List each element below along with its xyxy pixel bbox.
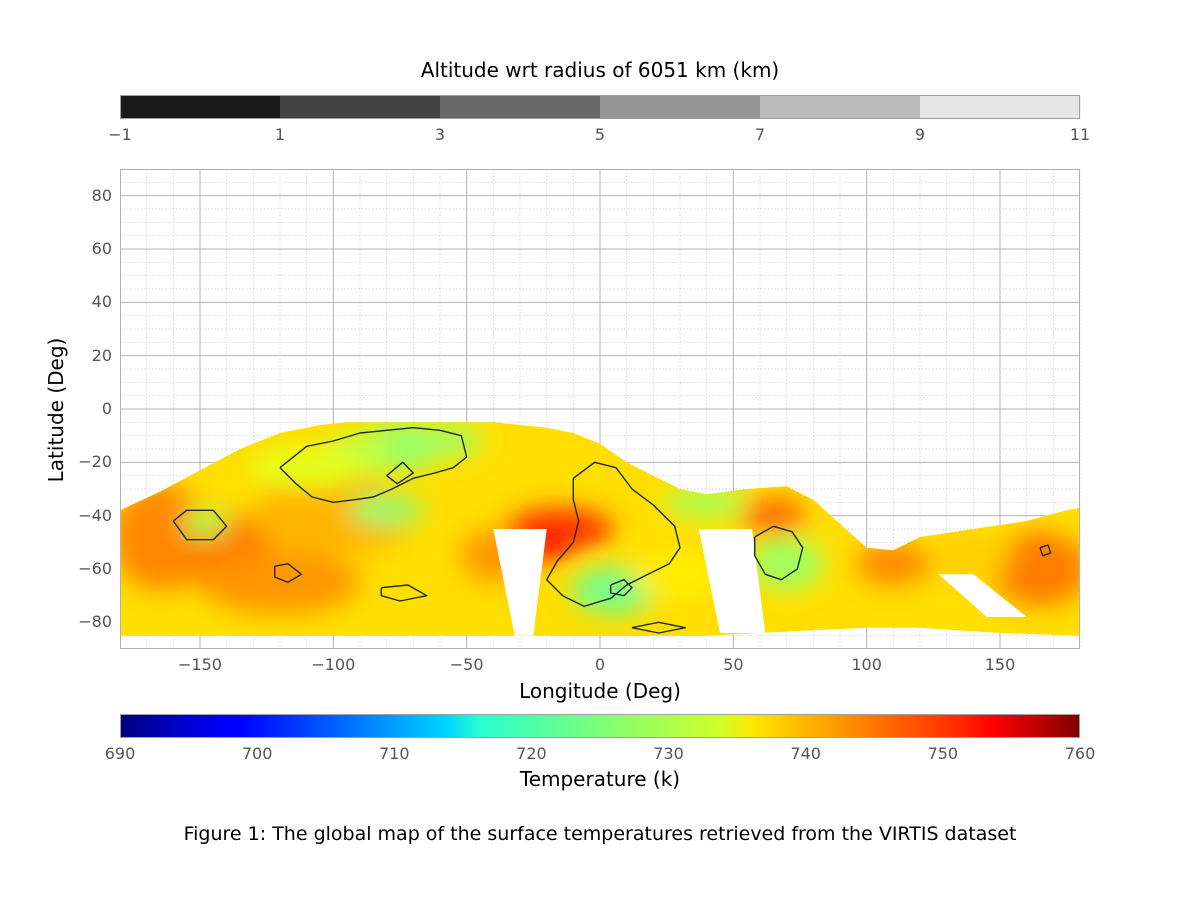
temperature-tick-label: 720 xyxy=(516,744,547,763)
temperature-region xyxy=(248,446,366,489)
temperature-region xyxy=(936,529,1011,583)
y-tick-label: 20 xyxy=(91,345,112,365)
y-tick-label: 60 xyxy=(91,239,112,258)
temperature-colorbar xyxy=(120,714,1080,738)
altitude-contour xyxy=(172,509,228,541)
figure-caption: Figure 1: The global map of the surface … xyxy=(183,823,1017,845)
x-tick-label: −100 xyxy=(311,655,356,674)
altitude-contour xyxy=(754,525,804,581)
altitude-colorbar xyxy=(120,95,1081,119)
altitude-tick-label: 11 xyxy=(1069,125,1091,144)
altitude-contour xyxy=(386,461,414,485)
temperature-region xyxy=(349,494,424,527)
altitude-contour xyxy=(546,461,681,607)
temperature-tick-label: 700 xyxy=(241,744,273,763)
y-axis-label: Latitude (Deg) xyxy=(44,337,68,483)
x-tick-label: 50 xyxy=(723,655,744,674)
data-gap xyxy=(493,529,547,636)
altitude-contour xyxy=(610,579,633,597)
temperature-region xyxy=(992,531,1080,607)
temperature-tick-label: 750 xyxy=(927,744,959,763)
temperature-region xyxy=(181,510,230,537)
temperature-region xyxy=(749,537,825,591)
altitude-tick-label: −1 xyxy=(108,125,132,144)
y-tick-label: 0 xyxy=(101,399,112,418)
altitude-tick-label: 7 xyxy=(754,125,766,144)
altitude-contour xyxy=(274,563,302,583)
y-tick-label: −20 xyxy=(78,452,112,472)
altitude-tick-label: 1 xyxy=(274,125,286,144)
temperature-region xyxy=(200,550,360,615)
temperature-tick-label: 760 xyxy=(1064,744,1096,763)
altitude-colorbar-label: Altitude wrt radius of 6051 km (km) xyxy=(420,58,780,82)
x-tick-label: 150 xyxy=(984,655,1016,674)
x-tick-label: −150 xyxy=(178,655,222,674)
data-gap xyxy=(938,574,1027,617)
y-tick-label: −80 xyxy=(78,612,112,632)
altitude-contour xyxy=(631,621,686,634)
altitude-contour xyxy=(279,427,468,503)
altitude-level-swatch xyxy=(920,95,1081,119)
temperature-region xyxy=(856,542,931,585)
altitude-contour xyxy=(1039,544,1052,557)
altitude-level-swatch xyxy=(280,95,441,119)
temperature-region xyxy=(408,425,483,457)
temperature-map xyxy=(120,169,1081,649)
altitude-contours xyxy=(172,427,1052,634)
altitude-level-swatch xyxy=(600,95,761,119)
altitude-tick-label: 5 xyxy=(594,125,606,144)
temperature-region xyxy=(632,547,728,601)
temperature-region xyxy=(120,483,208,591)
altitude-level-swatch xyxy=(120,95,281,119)
y-tick-label: −40 xyxy=(78,505,112,525)
y-tick-label: 80 xyxy=(91,185,112,205)
temperature-tick-label: 740 xyxy=(790,744,821,763)
temperature-region xyxy=(664,486,750,519)
altitude-contour xyxy=(380,584,428,602)
x-tick-label: −50 xyxy=(449,655,484,674)
temperature-tick-label: 690 xyxy=(104,744,136,763)
data-gap xyxy=(698,529,766,633)
x-tick-label: 100 xyxy=(851,655,882,674)
x-axis-label: Longitude (Deg) xyxy=(519,679,681,703)
altitude-level-swatch xyxy=(440,95,601,119)
temperature-tick-label: 730 xyxy=(653,744,684,763)
y-tick-label: −60 xyxy=(78,559,112,578)
altitude-tick-label: 9 xyxy=(914,125,926,144)
altitude-level-swatch xyxy=(760,95,921,119)
temperature-region xyxy=(741,497,806,535)
temperature-colorbar-label: Temperature (k) xyxy=(519,767,681,791)
y-tick-label: 40 xyxy=(91,292,112,312)
altitude-tick-label: 3 xyxy=(434,125,446,144)
plot-frame xyxy=(120,169,1080,649)
x-tick-label: 0 xyxy=(594,655,606,674)
temperature-tick-label: 710 xyxy=(379,744,410,763)
